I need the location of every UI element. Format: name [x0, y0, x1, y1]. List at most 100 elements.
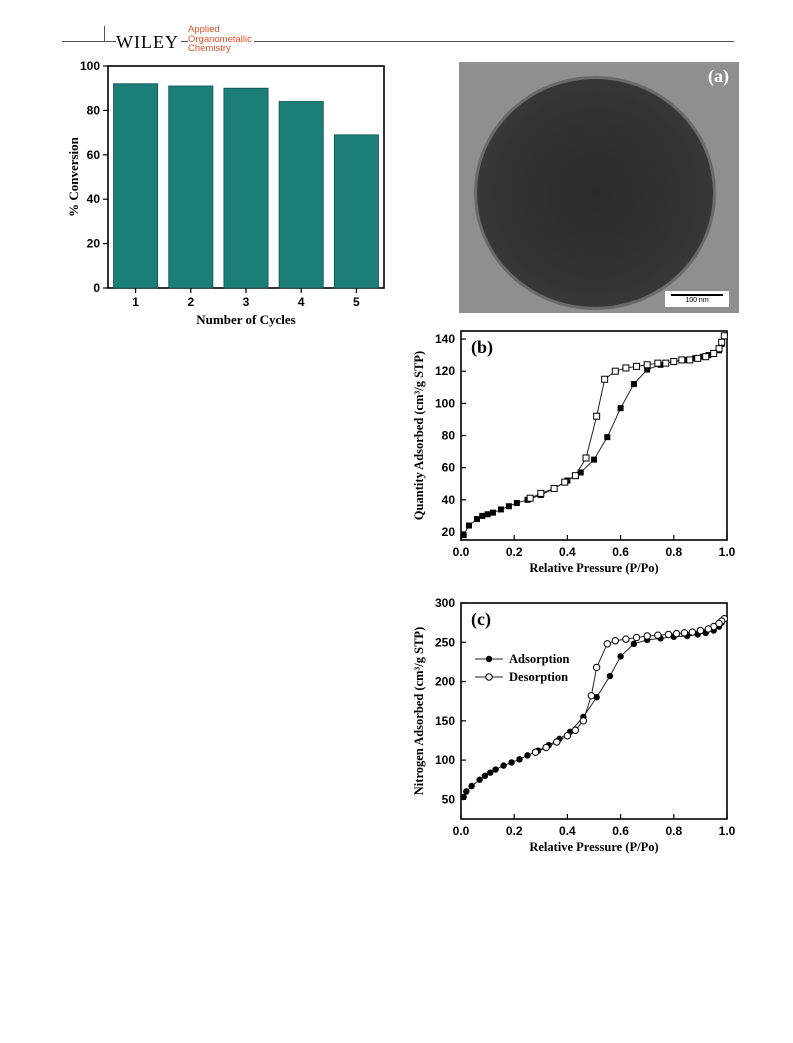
data-point — [678, 356, 686, 364]
data-point — [654, 359, 662, 367]
data-point — [643, 632, 651, 640]
data-point — [694, 354, 702, 362]
data-point — [611, 367, 619, 375]
y-tick-label: 60 — [442, 461, 456, 475]
data-point — [604, 434, 611, 441]
data-point — [662, 359, 670, 367]
y-tick-label: 300 — [435, 596, 455, 610]
header-rule — [62, 41, 734, 42]
y-tick-label: 100 — [435, 396, 455, 410]
data-point — [465, 522, 472, 529]
bar — [333, 134, 379, 289]
y-tick-label: 140 — [435, 332, 455, 346]
x-tick-label: 2 — [187, 295, 194, 309]
x-axis-label: Relative Pressure (P/Po) — [529, 561, 658, 575]
y-axis-label: % Conversion — [66, 136, 81, 217]
data-point — [526, 494, 534, 502]
data-point — [561, 478, 569, 486]
data-point — [524, 752, 531, 759]
data-point — [537, 489, 545, 497]
data-point — [553, 738, 561, 746]
data-point — [513, 500, 520, 507]
x-tick-label: 0.2 — [506, 824, 523, 838]
data-point — [571, 472, 579, 480]
series-line — [535, 618, 725, 753]
header-tick-mark — [104, 26, 105, 42]
data-point — [505, 503, 512, 510]
x-tick-label: 0.0 — [453, 545, 470, 559]
y-tick-label: 20 — [442, 525, 456, 539]
panel-label-a: (a) — [708, 66, 729, 86]
publisher-name: WILEY — [116, 32, 181, 53]
data-point — [617, 405, 624, 412]
data-point — [531, 748, 540, 756]
data-point — [593, 694, 600, 701]
x-tick-label: 0.0 — [453, 824, 470, 838]
data-point — [704, 625, 713, 633]
data-point — [571, 726, 580, 734]
bar — [278, 101, 324, 289]
x-axis-label: Number of Cycles — [196, 312, 295, 327]
journal-name: Applied Organometallic Chemistry — [188, 25, 254, 54]
x-tick-label: 0.8 — [665, 545, 682, 559]
y-tick-label: 50 — [442, 792, 456, 806]
journal-line-3: Chemistry — [188, 43, 231, 54]
data-point — [710, 350, 718, 358]
x-tick-label: 0.6 — [612, 545, 629, 559]
data-point — [715, 345, 723, 353]
y-tick-label: 120 — [435, 364, 455, 378]
tem-particle-image — [477, 79, 713, 307]
y-tick-label: 250 — [435, 635, 455, 649]
data-point — [622, 635, 630, 643]
data-point — [630, 381, 637, 388]
tem-image-panel: (a) 100 nm — [459, 62, 739, 313]
x-tick-label: 0.2 — [506, 545, 523, 559]
data-point — [593, 412, 601, 420]
data-point — [686, 356, 694, 364]
y-tick-label: 100 — [435, 753, 455, 767]
data-point — [487, 769, 494, 776]
scale-bar-label: 100 nm — [685, 297, 709, 304]
y-tick-label: 200 — [435, 675, 455, 689]
data-point — [508, 759, 515, 766]
panel-label: (c) — [471, 609, 491, 630]
y-tick-label: 80 — [87, 103, 101, 117]
x-tick-label: 4 — [298, 295, 305, 309]
data-point — [587, 691, 596, 700]
x-tick-label: 0.4 — [559, 545, 576, 559]
data-point — [696, 626, 705, 635]
data-point — [601, 375, 609, 383]
data-point — [481, 772, 489, 779]
legend-label: Desorption — [509, 670, 568, 684]
panel-label: (b) — [471, 337, 493, 358]
plot-frame — [460, 602, 728, 820]
data-point — [542, 743, 550, 752]
x-tick-label: 0.4 — [559, 824, 576, 838]
journal-line-1: Applied — [188, 24, 220, 35]
data-point — [715, 619, 723, 628]
y-axis-label: Quantity Adsorbed (cm³/g STP) — [412, 351, 426, 520]
data-point — [468, 782, 475, 790]
data-point — [617, 653, 624, 660]
data-point — [670, 358, 678, 366]
data-point — [579, 717, 588, 725]
bar — [223, 87, 269, 289]
scale-bar: 100 nm — [665, 291, 729, 307]
y-tick-label: 40 — [87, 192, 101, 206]
y-tick-label: 100 — [80, 59, 100, 73]
journal-line-2: Organometallic — [188, 33, 252, 45]
data-point — [460, 532, 467, 539]
data-point — [563, 732, 572, 740]
data-point — [654, 631, 662, 639]
data-point — [479, 512, 486, 519]
data-point — [630, 640, 638, 648]
data-point — [592, 663, 601, 672]
data-point — [582, 454, 590, 462]
data-point — [633, 362, 641, 370]
y-tick-label: 80 — [442, 429, 456, 443]
data-point — [460, 793, 467, 801]
x-tick-label: 1 — [132, 295, 139, 309]
